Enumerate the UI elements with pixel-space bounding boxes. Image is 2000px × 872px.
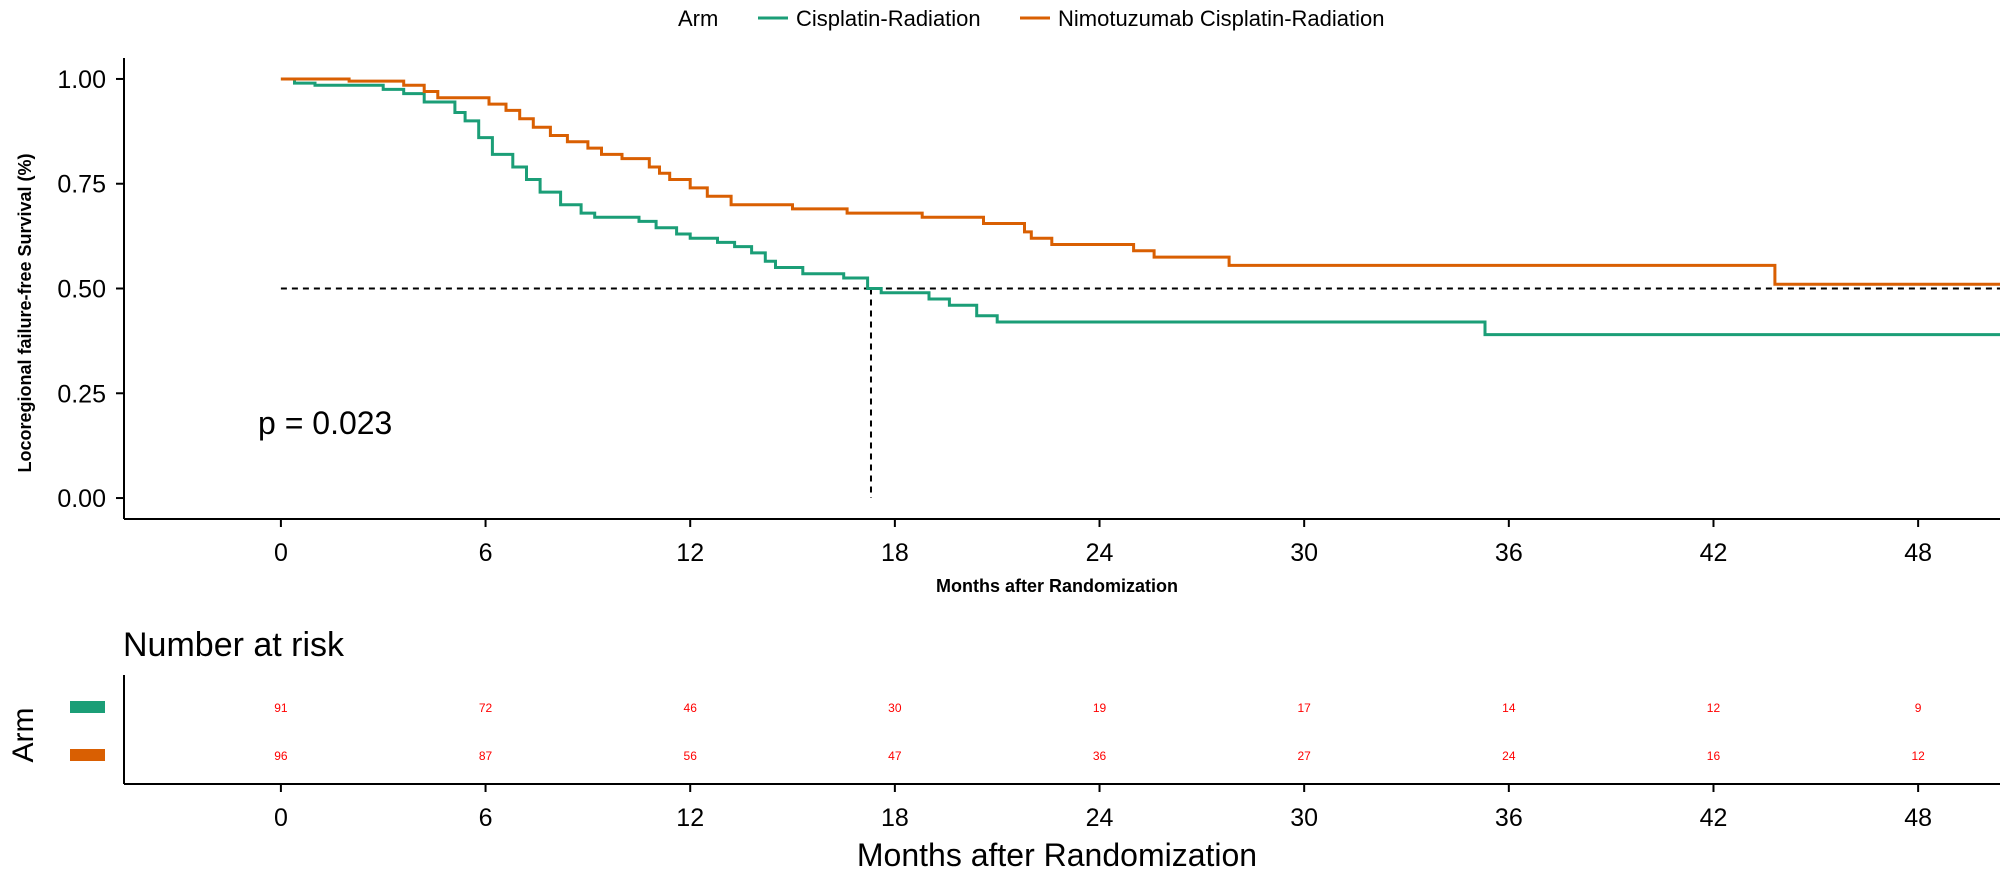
x-axis-title: Months after Randomization xyxy=(936,576,1178,596)
legend: Arm Cisplatin-Radiation Nimotuzumab Cisp… xyxy=(678,6,1384,31)
risk-x-tick-label: 18 xyxy=(881,804,909,832)
y-tick-label: 0.75 xyxy=(57,171,106,199)
risk-row-swatch-nimotuzumab xyxy=(70,749,105,761)
risk-x-tick-label: 24 xyxy=(1086,804,1114,832)
risk-count: 17 xyxy=(1297,701,1311,715)
survival-plot: 0.00 0.25 0.50 0.75 1.00 0 6 12 18 24 30 36 42 48 p … xyxy=(15,58,2000,596)
risk-row-swatch-cisplatin xyxy=(70,701,105,713)
risk-table: Number at risk Arm 91 72 46 30 19 17 14 12 9 96 87… xyxy=(7,626,2000,872)
risk-x-ticks: 0 6 12 18 24 30 36 42 48 xyxy=(274,784,1932,832)
risk-x-tick-label: 0 xyxy=(274,804,288,832)
x-tick-label: 36 xyxy=(1495,539,1523,567)
risk-count: 56 xyxy=(684,749,698,763)
x-ticks: 0 6 12 18 24 30 36 42 48 xyxy=(274,519,1932,567)
legend-title: Arm xyxy=(678,6,718,31)
x-tick-label: 6 xyxy=(479,539,493,567)
risk-count: 12 xyxy=(1707,701,1721,715)
risk-count: 36 xyxy=(1093,749,1107,763)
risk-count: 19 xyxy=(1093,701,1107,715)
risk-count: 16 xyxy=(1707,749,1721,763)
x-tick-label: 18 xyxy=(881,539,909,567)
survival-curve-cisplatin xyxy=(280,77,2000,337)
survival-curve-nimotuzumab xyxy=(280,77,2000,286)
risk-count: 91 xyxy=(274,701,288,715)
risk-x-tick-label: 12 xyxy=(676,804,704,832)
risk-x-axis-title: Months after Randomization xyxy=(857,837,1257,872)
risk-count: 46 xyxy=(684,701,698,715)
legend-label-nimotuzumab: Nimotuzumab Cisplatin-Radiation xyxy=(1058,6,1384,31)
risk-count: 96 xyxy=(274,749,288,763)
risk-x-tick-label: 36 xyxy=(1495,804,1523,832)
x-tick-label: 42 xyxy=(1700,539,1728,567)
risk-count: 9 xyxy=(1915,701,1922,715)
risk-count: 24 xyxy=(1502,749,1516,763)
risk-count: 12 xyxy=(1911,749,1925,763)
y-tick-label: 0.50 xyxy=(57,276,106,304)
risk-x-tick-label: 6 xyxy=(479,804,493,832)
risk-count: 30 xyxy=(888,701,902,715)
risk-x-tick-label: 48 xyxy=(1904,804,1932,832)
risk-count: 87 xyxy=(479,749,493,763)
risk-table-y-label: Arm xyxy=(7,708,40,763)
p-value-annotation: p = 0.023 xyxy=(258,405,392,441)
risk-x-tick-label: 30 xyxy=(1290,804,1318,832)
y-tick-label: 0.25 xyxy=(57,380,106,408)
survival-curves xyxy=(280,77,2000,337)
y-tick-label: 1.00 xyxy=(57,66,106,94)
risk-count: 27 xyxy=(1297,749,1311,763)
risk-x-tick-label: 42 xyxy=(1700,804,1728,832)
x-tick-label: 48 xyxy=(1904,539,1932,567)
x-tick-label: 12 xyxy=(676,539,704,567)
y-axis-title: Locoregional failure-free Survival (%) xyxy=(15,153,35,472)
legend-label-cisplatin: Cisplatin-Radiation xyxy=(796,6,981,31)
x-tick-label: 0 xyxy=(274,539,288,567)
x-tick-label: 30 xyxy=(1290,539,1318,567)
risk-count: 47 xyxy=(888,749,902,763)
x-tick-label: 24 xyxy=(1086,539,1114,567)
risk-numbers: 91 72 46 30 19 17 14 12 9 96 87 56 47 36 27 24 16 12 xyxy=(274,701,1925,763)
y-ticks: 0.00 0.25 0.50 0.75 1.00 xyxy=(57,66,124,513)
risk-count: 14 xyxy=(1502,701,1516,715)
risk-table-title: Number at risk xyxy=(123,626,345,664)
risk-count: 72 xyxy=(479,701,493,715)
y-tick-label: 0.00 xyxy=(57,485,106,513)
median-reference-lines xyxy=(280,287,2000,499)
